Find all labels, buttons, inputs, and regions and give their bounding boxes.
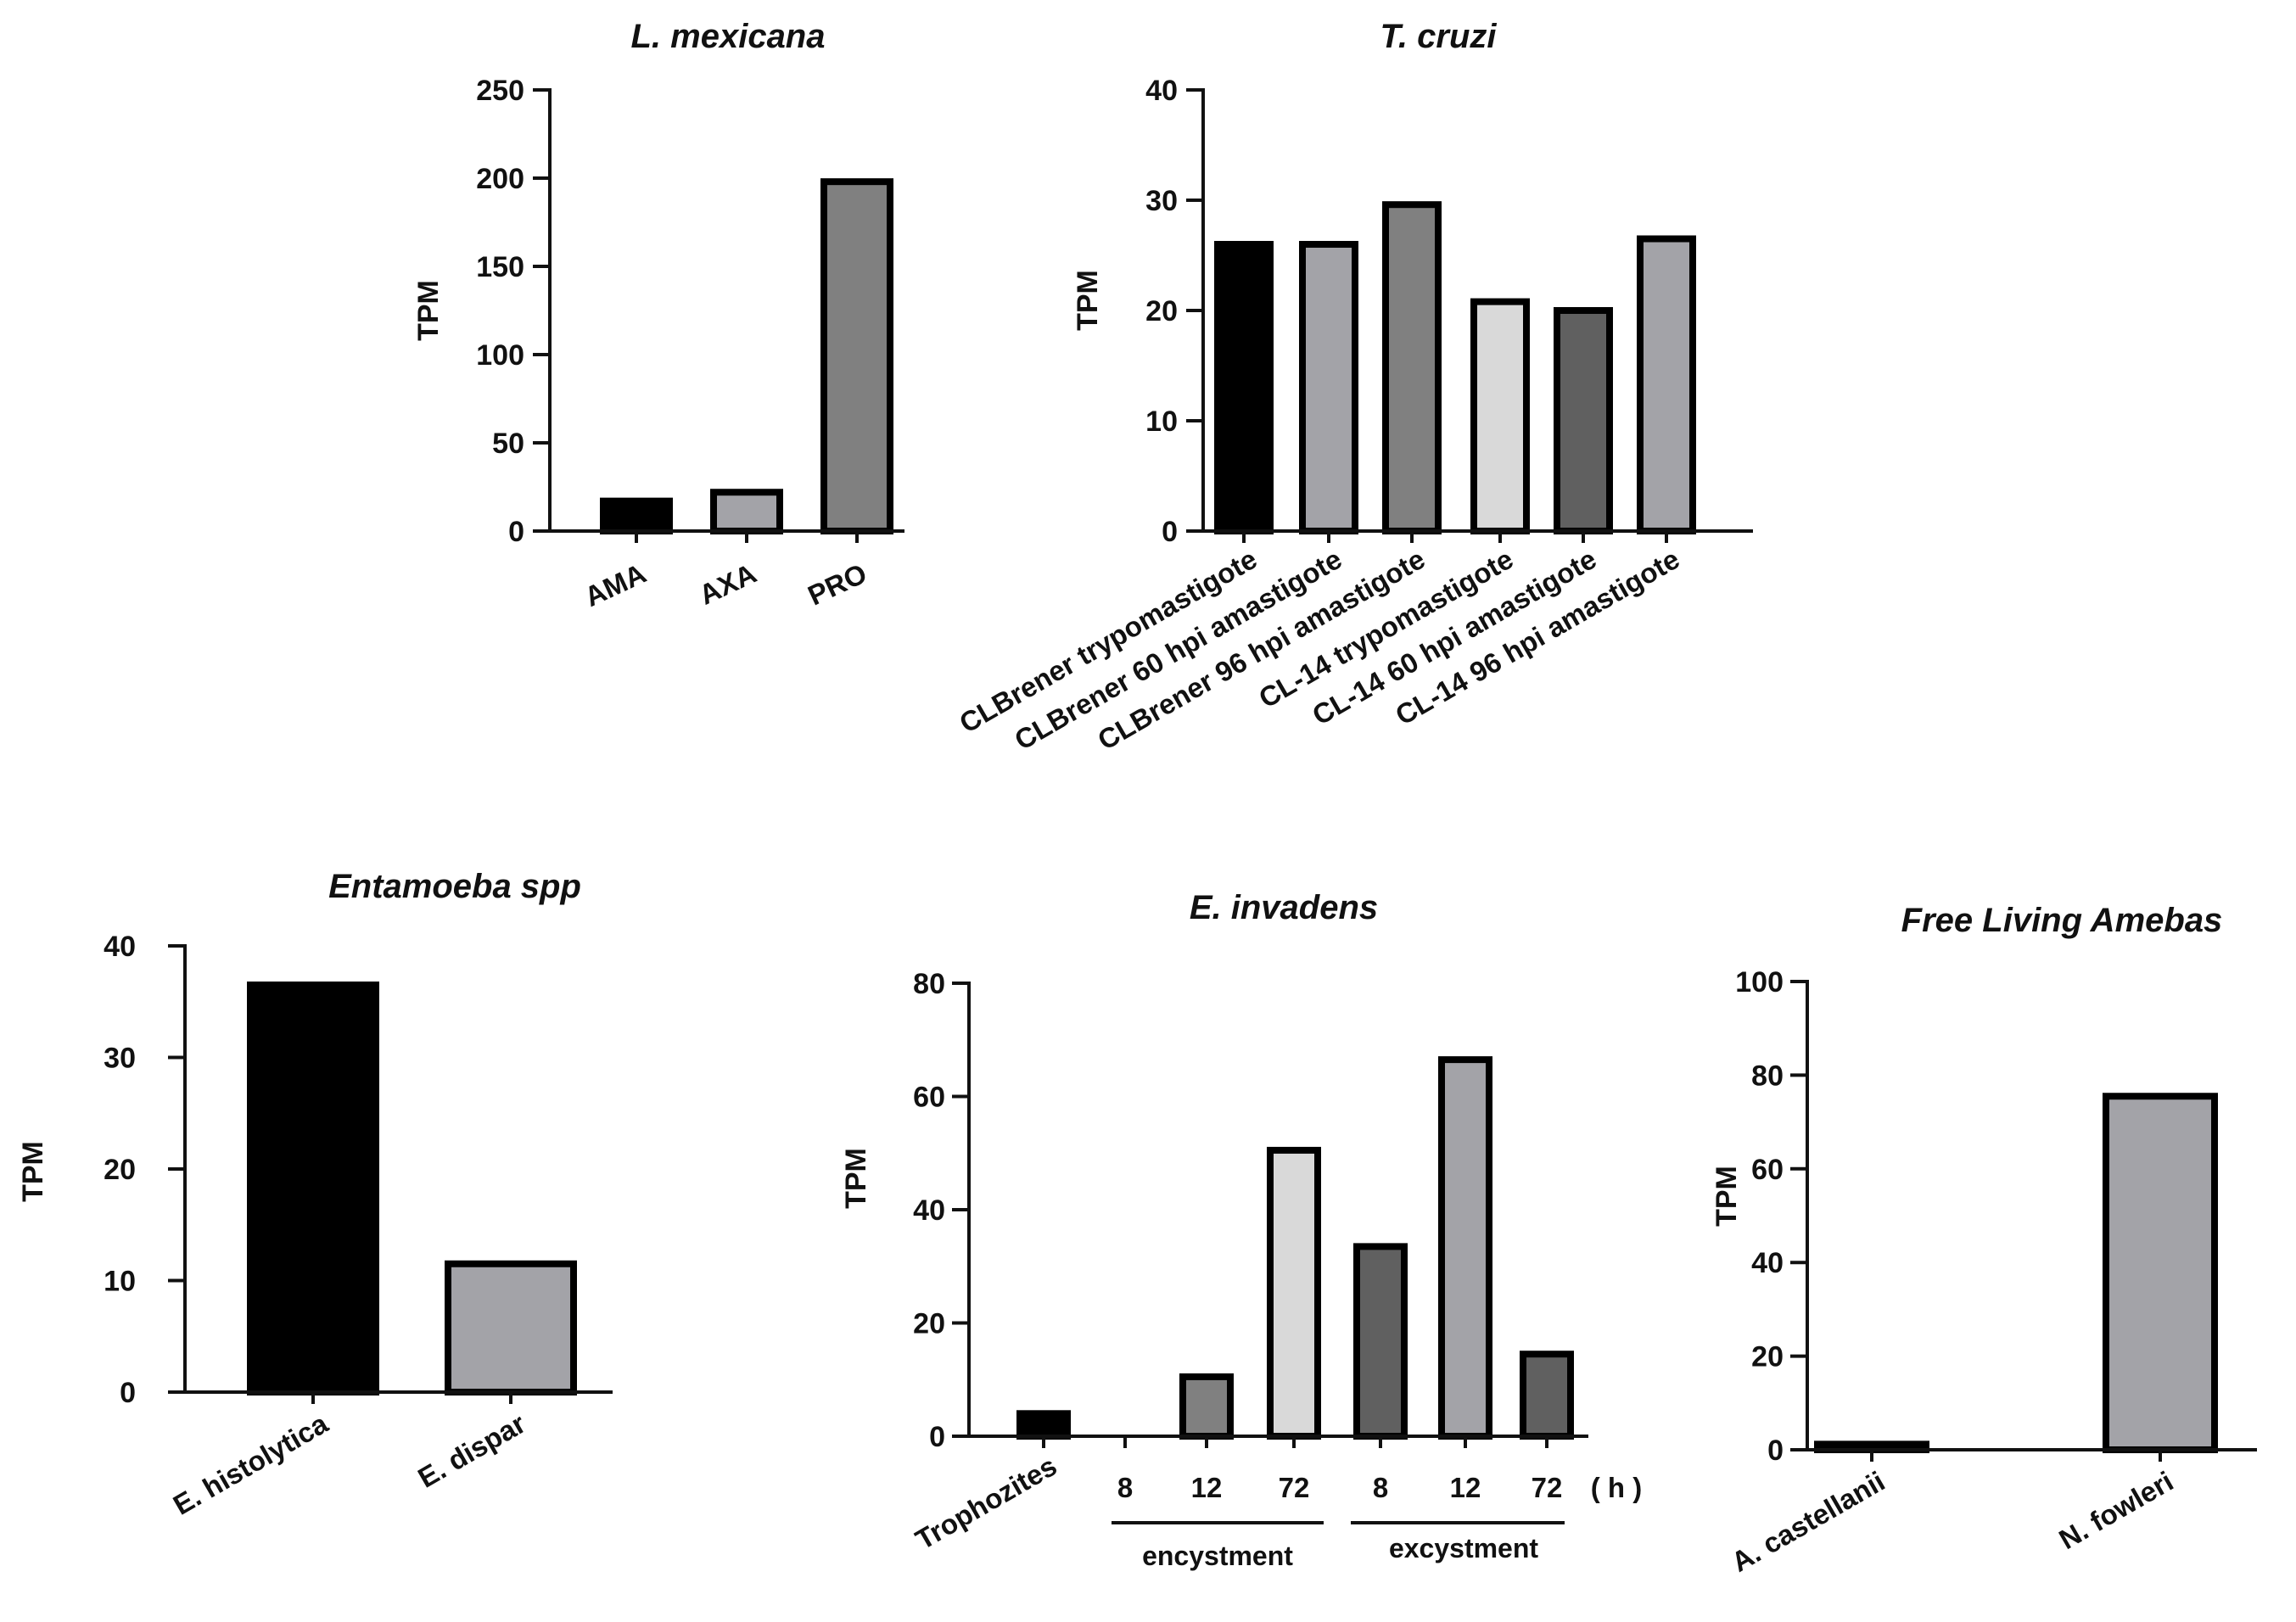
y-tick-label: 50 <box>492 428 524 460</box>
bar <box>1520 1351 1574 1440</box>
y-tick-label: 20 <box>1751 1341 1784 1373</box>
x-tick-label: E. histolytica <box>168 1407 333 1521</box>
bar <box>1299 241 1358 534</box>
bar <box>820 178 893 534</box>
bar <box>1353 1243 1408 1440</box>
chart-title: Entamoeba spp <box>328 868 581 905</box>
y-tick-label: 60 <box>1751 1154 1784 1186</box>
y-axis-label: TPM <box>412 280 445 341</box>
x-tick-label: E. dispar <box>412 1407 530 1494</box>
chart-title: L. mexicana <box>630 18 825 55</box>
y-tick-label: 0 <box>1767 1435 1784 1467</box>
bar <box>1214 241 1274 534</box>
bar <box>247 982 379 1396</box>
chart-0: L. mexicana TPM 0 50 100 150 200 250 AMA AXA PRO <box>412 18 904 612</box>
y-tick-label: 80 <box>913 968 945 1000</box>
y-tick-label: 40 <box>104 931 136 963</box>
x-tick-label: 72 <box>1279 1472 1310 1503</box>
y-tick-label: 20 <box>1145 295 1178 327</box>
y-tick-label: 10 <box>104 1266 136 1298</box>
chart-3: E. invadens TPM 0 20 40 60 80 Trophozites 8 12 72 8… <box>840 889 1642 1571</box>
x-tick-label: PRO <box>804 557 871 612</box>
y-tick-label: 40 <box>913 1194 945 1227</box>
y-tick-label: 20 <box>913 1308 945 1340</box>
y-tick-label: 100 <box>476 339 524 372</box>
x-tick-label: 72 <box>1532 1472 1563 1503</box>
y-axis-label: TPM <box>840 1148 872 1209</box>
bar <box>1470 298 1530 534</box>
chart-title: T. cruzi <box>1380 18 1497 55</box>
y-axis-label: TPM <box>17 1141 49 1202</box>
y-tick-label: 80 <box>1751 1060 1784 1092</box>
bar <box>600 497 673 535</box>
x-unit-label: ( h ) <box>1591 1472 1642 1503</box>
x-tick-label: AXA <box>694 557 761 611</box>
y-tick-label: 150 <box>476 251 524 283</box>
bar <box>445 1260 577 1396</box>
bar <box>1016 1410 1071 1440</box>
y-tick-label: 20 <box>104 1154 136 1186</box>
x-tick-label: A. castellanii <box>1726 1465 1890 1578</box>
y-tick-label: 30 <box>1145 185 1178 217</box>
y-tick-label: 0 <box>929 1421 945 1453</box>
bar <box>710 489 783 534</box>
x-tick-label: AMA <box>580 557 651 612</box>
chart-title: Free Living Amebas <box>1901 902 2223 939</box>
y-tick-label: 100 <box>1735 966 1784 998</box>
bar <box>1267 1146 1321 1440</box>
y-tick-label: 0 <box>508 516 524 548</box>
x-tick-label: CLBrener 60 hpi amastigote <box>1009 543 1347 756</box>
x-tick-label: N. fowleri <box>2053 1465 2178 1555</box>
chart-2: Entamoeba spp TPM 0 10 20 30 40 E. histolytica E… <box>17 868 613 1521</box>
group-label: excystment <box>1389 1533 1538 1563</box>
x-tick-label: 8 <box>1117 1472 1133 1503</box>
y-tick-label: 10 <box>1145 406 1178 438</box>
chart-4: Free Living Amebas TPM 0 20 40 60 80 100 A. cast… <box>1711 902 2257 1578</box>
y-axis-label: TPM <box>1711 1166 1743 1227</box>
y-tick-label: 0 <box>120 1377 136 1409</box>
x-tick-label: 8 <box>1373 1472 1388 1503</box>
chart-title: E. invadens <box>1190 889 1378 926</box>
x-tick-label: 12 <box>1191 1472 1223 1503</box>
bar <box>1438 1056 1492 1440</box>
y-tick-label: 60 <box>913 1082 945 1114</box>
bar <box>1179 1373 1234 1440</box>
y-tick-label: 0 <box>1162 516 1178 548</box>
bar <box>1554 307 1613 534</box>
bar <box>1382 201 1442 534</box>
bar <box>1637 235 1696 534</box>
bar <box>2103 1093 2218 1453</box>
y-tick-label: 40 <box>1751 1247 1784 1279</box>
group-label: encystment <box>1142 1541 1293 1571</box>
y-axis-label: TPM <box>1072 270 1104 331</box>
y-tick-label: 200 <box>476 163 524 195</box>
x-tick-label: Trophozites <box>910 1450 1062 1556</box>
y-tick-label: 40 <box>1145 75 1178 107</box>
y-tick-label: 250 <box>476 75 524 107</box>
y-tick-label: 30 <box>104 1043 136 1075</box>
x-tick-label: 12 <box>1450 1472 1481 1503</box>
